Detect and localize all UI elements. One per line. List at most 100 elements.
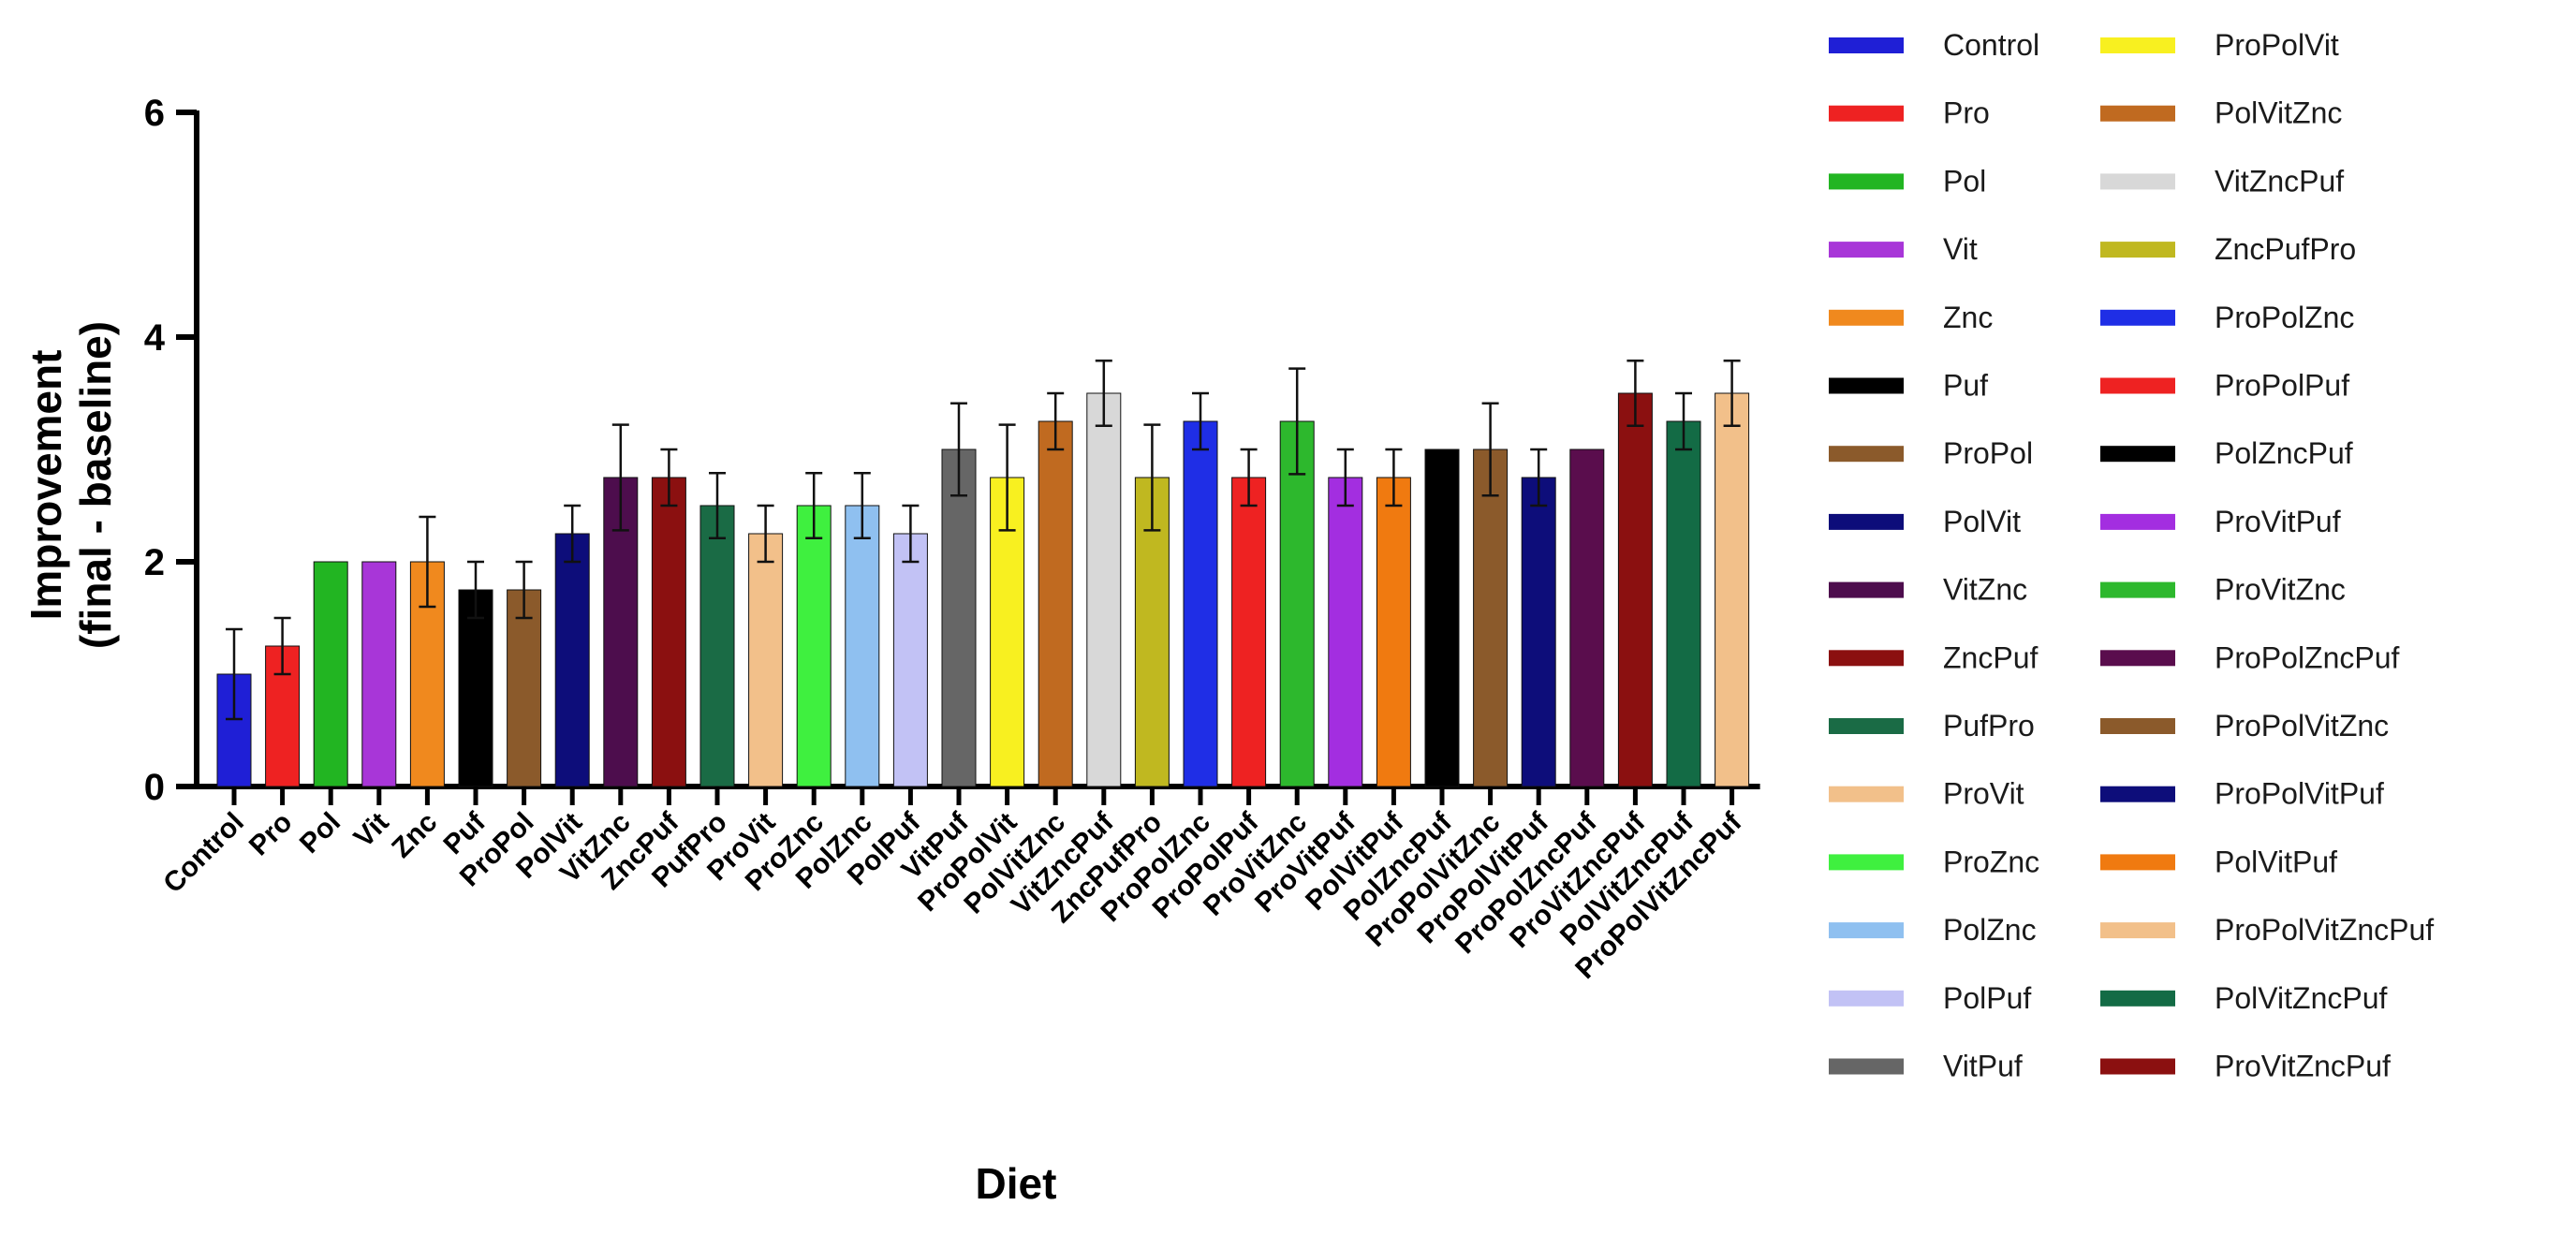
- legend-swatch: [2100, 242, 2175, 258]
- legend-swatch: [2100, 1058, 2175, 1075]
- legend-label: ProPolVit: [2215, 28, 2339, 62]
- legend-label: PolZnc: [1943, 913, 2037, 947]
- legend-item: PolVitPuf: [2100, 845, 2337, 878]
- legend-label: ProPolZncPuf: [2215, 640, 2400, 674]
- legend-swatch: [1829, 581, 1904, 598]
- legend-item: ProPolVit: [2100, 28, 2339, 62]
- y-tick-label: 2: [144, 542, 165, 583]
- error-bar-znc: [419, 515, 436, 609]
- legend-item: Pol: [1829, 164, 1986, 198]
- legend-item: ProPolZncPuf: [2100, 640, 2400, 674]
- legend-label: PolVitZnc: [2215, 96, 2342, 130]
- legend-swatch: [1829, 1058, 1904, 1075]
- error-bar-vitznc: [611, 423, 629, 532]
- legend-item: VitZnc: [1829, 573, 2027, 607]
- error-bar-polvitznc: [1047, 391, 1065, 451]
- bar-proznc: [796, 505, 832, 787]
- bar-zncpuf: [651, 477, 686, 787]
- legend-item: PolVitZnc: [2100, 96, 2342, 130]
- legend-swatch: [2100, 581, 2175, 598]
- legend-label: ProPolZnc: [2215, 301, 2354, 334]
- error-bar-pro: [273, 616, 291, 676]
- legend-label: ProPol: [1943, 436, 2033, 470]
- bar-polvitznc: [1038, 420, 1073, 787]
- legend-label: PolVitPuf: [2215, 845, 2337, 878]
- error-bar-propolvit: [998, 423, 1016, 532]
- legend-label: ProVitZnc: [2215, 573, 2346, 607]
- legend-label: Znc: [1943, 301, 1993, 334]
- legend-swatch: [1829, 513, 1904, 530]
- x-tick-label-pol: Pol: [294, 807, 346, 860]
- bar-provitpuf: [1328, 477, 1363, 787]
- legend-item: VitZncPuf: [2100, 164, 2344, 198]
- legend-swatch: [2100, 990, 2175, 1007]
- legend-item: PufPro: [1829, 709, 2035, 742]
- legend-item: ProPolZnc: [2100, 301, 2354, 334]
- bar-propolzncpuf: [1569, 448, 1605, 787]
- bar-provitzncpuf: [1617, 392, 1653, 787]
- x-ticks: [231, 787, 1735, 805]
- error-bar-vitpuf: [950, 402, 967, 497]
- legend-label: Pro: [1943, 96, 1990, 130]
- error-bar-provitpuf: [1336, 448, 1354, 507]
- legend-swatch: [2100, 718, 2175, 734]
- legend-label: Puf: [1943, 369, 1988, 403]
- legend-swatch: [1829, 922, 1904, 939]
- error-bar-propolpuf: [1240, 448, 1258, 507]
- y-axis-title-line2: (final - baseline): [71, 321, 120, 649]
- legend-label: VitZnc: [1943, 573, 2027, 607]
- error-bar-pufpro: [709, 471, 726, 540]
- legend-swatch: [1829, 650, 1904, 667]
- bar-propolvitzncpuf: [1715, 392, 1750, 787]
- bar-polvitpuf: [1376, 477, 1411, 787]
- legend-label: ProVitPuf: [2215, 505, 2341, 538]
- legend-item: PolZncPuf: [2100, 436, 2353, 470]
- bar-propolvitznc: [1473, 448, 1509, 787]
- error-bar-polznc: [853, 471, 871, 540]
- x-tick-label-znc: Znc: [386, 807, 443, 864]
- legend-label: ZncPuf: [1943, 640, 2038, 674]
- legend-swatch: [1829, 854, 1904, 871]
- legend-label: ProPolVitZncPuf: [2215, 913, 2434, 947]
- legend-swatch: [2100, 786, 2175, 802]
- legend-item: ZncPuf: [1829, 640, 2038, 674]
- legend-label: ProPolVitZnc: [2215, 709, 2389, 742]
- error-bar-zncpufpro: [1143, 423, 1161, 532]
- legend-swatch: [1829, 242, 1904, 258]
- legend-item: ProPol: [1829, 436, 2033, 470]
- legend-item: VitPuf: [1829, 1050, 2023, 1083]
- legend-label: PolVitZncPuf: [2215, 981, 2388, 1015]
- bar-provitznc: [1279, 420, 1315, 787]
- legend-swatch: [2100, 513, 2175, 530]
- legend-swatch: [1829, 105, 1904, 122]
- error-bar-vitzncpuf: [1095, 359, 1112, 428]
- bar-polznc: [845, 505, 880, 787]
- legend-swatch: [2100, 446, 2175, 463]
- error-bar-propolvitpuf: [1530, 448, 1548, 507]
- legend-label: PolVit: [1943, 505, 2021, 538]
- error-bars: [226, 359, 1741, 721]
- bar-vit: [361, 561, 397, 787]
- legend-label: ZncPufPro: [2215, 232, 2356, 266]
- legend-label: ProPolVitPuf: [2215, 777, 2384, 811]
- bar-puf: [458, 589, 493, 787]
- legend-label: ProZnc: [1943, 845, 2039, 878]
- error-bar-polpuf: [902, 504, 920, 564]
- bars: [216, 392, 1750, 787]
- legend-item: ProPolVitZncPuf: [2100, 913, 2434, 947]
- legend-label: PolPuf: [1943, 981, 2031, 1015]
- legend-item: ProVitZnc: [2100, 573, 2346, 607]
- legend-item: ProVitPuf: [2100, 505, 2341, 538]
- x-tick-label-control: Control: [157, 807, 250, 900]
- bar-propolvitpuf: [1521, 477, 1556, 787]
- legend-item: ProPolVitZnc: [2100, 709, 2389, 742]
- x-tick-label-vit: Vit: [348, 807, 395, 854]
- bar-vitzncpuf: [1086, 392, 1122, 787]
- legend-item: ProVitZncPuf: [2100, 1050, 2391, 1083]
- bar-propolznc: [1183, 420, 1218, 787]
- y-tick-label: 4: [144, 317, 166, 359]
- legend-item: Pro: [1829, 96, 1990, 130]
- legend-item: PolVit: [1829, 505, 2021, 538]
